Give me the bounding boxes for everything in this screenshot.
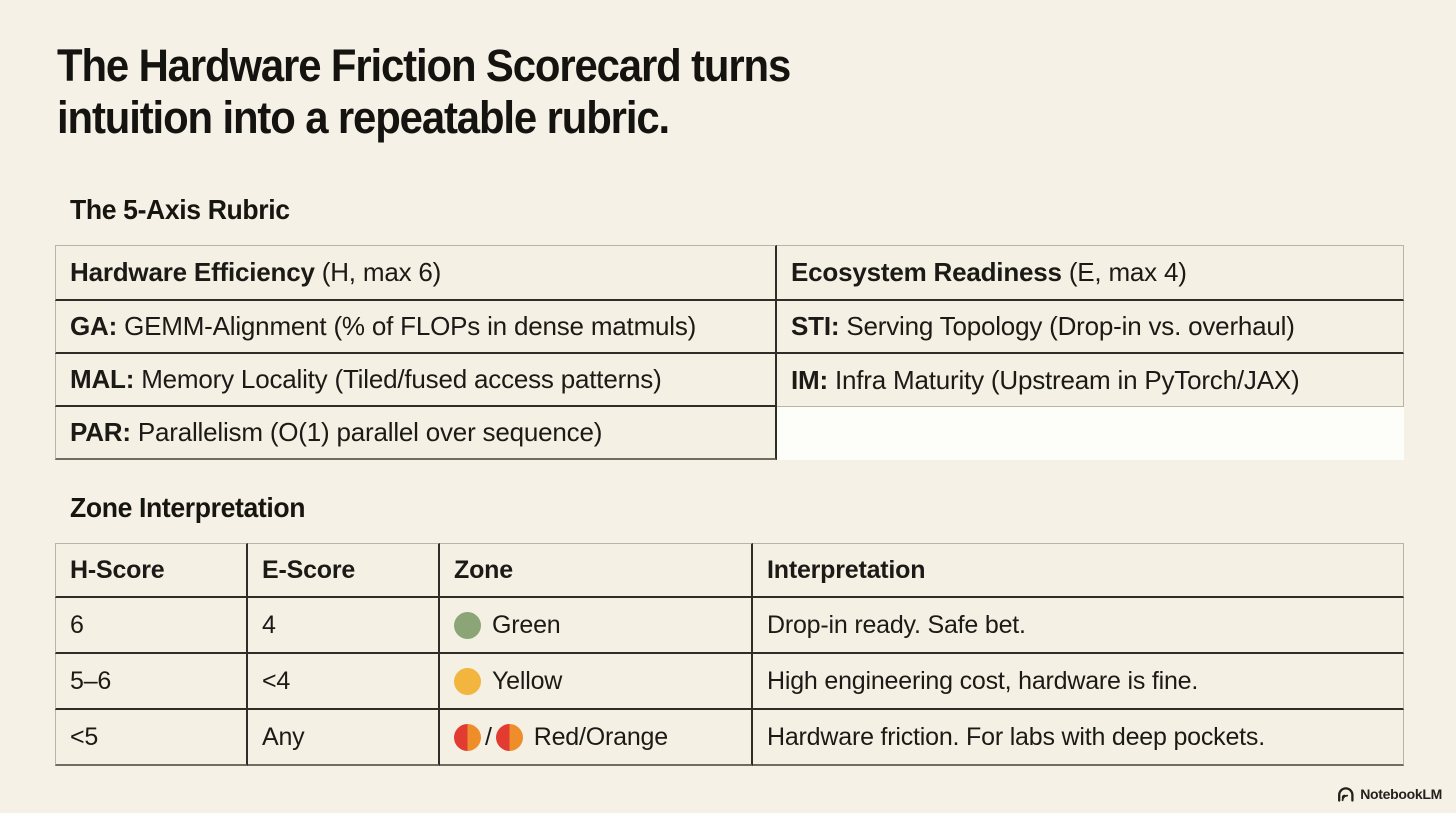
rubric-cell-mal-desc: Memory Locality (Tiled/fused access patt… [134,364,662,394]
rubric-heading: The 5-Axis Rubric [70,194,290,225]
yellow-dot-icon [454,667,481,695]
rubric-cell-mal-abbr: MAL: [70,364,135,394]
zones-heading: Zone Interpretation [70,492,306,523]
zone-cell-interpretation-green: Drop-in ready. Safe bet. [753,598,1404,654]
page-title: The Hardware Friction Scorecard turns in… [57,40,791,144]
rubric-header-ecosystem-readiness: Ecosystem Readiness (E, max 4) [777,245,1404,301]
red-orange-dot-icon [495,723,523,751]
page-title-line1: The Hardware Friction Scorecard turns [57,40,791,91]
zone-cell-interpretation-yellow: High engineering cost, hardware is fine. [753,654,1404,710]
rubric-header-ecosystem-rest: (E, max 4) [1061,257,1187,287]
zone-label-yellow: Yellow [492,666,563,695]
rubric-cell-im-abbr: IM: [791,364,828,395]
zone-cell-zone-green: Green [440,598,753,654]
zone-col-header-e-score: E-Score [248,543,440,598]
rubric-cell-im: IM: Infra Maturity (Upstream in PyTorch/… [777,354,1404,407]
rubric-empty-cell [777,407,1404,460]
red-orange-dot-icon [454,723,481,751]
green-dot-icon [454,611,481,639]
zone-cell-zone-red-orange: / Red/Orange [440,710,753,766]
zone-col-header-interpretation: Interpretation [753,543,1404,598]
zone-cell-e-score-red-orange: Any [248,710,440,766]
zone-cell-zone-yellow: Yellow [440,654,753,710]
rubric-cell-ga-desc: GEMM-Alignment (% of FLOPs in dense matm… [117,311,697,341]
rubric-cell-mal: MAL: Memory Locality (Tiled/fused access… [55,354,777,407]
notebooklm-logo-text: NotebookLM [1360,786,1442,802]
rubric-cell-par-abbr: PAR: [70,417,131,447]
zone-col-header-zone: Zone [440,543,753,598]
zone-cell-interpretation-red-orange: Hardware friction. For labs with deep po… [753,710,1404,766]
rubric-header-hardware-strong: Hardware Efficiency [70,257,315,287]
rubric-cell-ga-abbr: GA: [70,311,118,341]
rubric-cell-im-desc: Infra Maturity (Upstream in PyTorch/JAX) [827,364,1300,395]
zone-label-red-orange: Red/Orange [533,722,668,751]
rubric-cell-par: PAR: Parallelism (O(1) parallel over seq… [55,407,777,460]
zone-slash: / [485,722,492,751]
notebooklm-branding: NotebookLM [1337,786,1442,802]
rubric-header-ecosystem-strong: Ecosystem Readiness [791,257,1062,287]
zone-col-header-h-score: H-Score [55,543,248,598]
rubric-cell-ga: GA: GEMM-Alignment (% of FLOPs in dense … [55,301,777,354]
zone-cell-e-score-green: 4 [248,598,440,654]
rubric-table: Hardware Efficiency (H, max 6) Ecosystem… [55,245,1404,460]
zone-table: H-Score E-Score Zone Interpretation 6 4 … [55,543,1404,766]
page-title-line2: intuition into a repeatable rubric. [57,92,670,143]
rubric-cell-sti: STI: Serving Topology (Drop-in vs. overh… [777,301,1404,354]
rubric-cell-sti-abbr: STI: [791,311,840,341]
zone-cell-e-score-yellow: <4 [248,654,440,710]
notebooklm-icon [1338,787,1354,802]
zone-cell-h-score-green: 6 [55,598,248,654]
rubric-header-hardware-rest: (H, max 6) [314,257,442,287]
zone-cell-h-score-red-orange: <5 [55,710,248,766]
rubric-cell-par-desc: Parallelism (O(1) parallel over sequence… [130,417,603,447]
zone-label-green: Green [492,610,561,639]
zone-cell-h-score-yellow: 5–6 [55,654,248,710]
rubric-header-hardware-efficiency: Hardware Efficiency (H, max 6) [55,245,777,301]
rubric-cell-sti-desc: Serving Topology (Drop-in vs. overhaul) [839,311,1295,341]
